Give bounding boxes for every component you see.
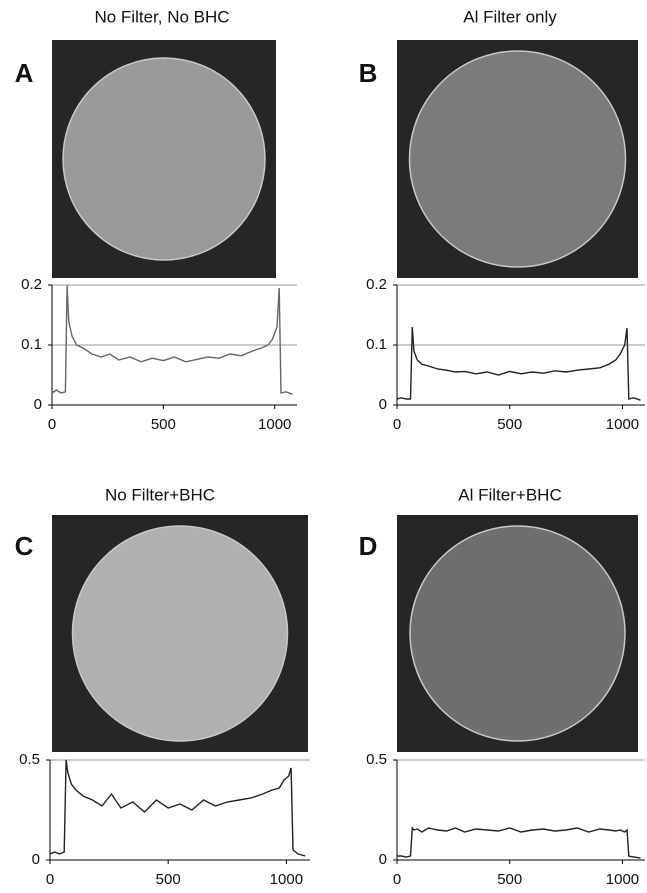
x-tick-label: 1000 [606,871,639,888]
x-tick-label: 500 [497,871,522,888]
x-tick-label: 0 [46,871,54,888]
panel-label: D [359,531,378,561]
y-tick-label: 0.2 [21,276,42,293]
x-tick-label: 0 [393,416,401,433]
x-tick-label: 0 [393,871,401,888]
ct-phantom [408,50,627,268]
ct-phantom [71,525,289,742]
profile-line [51,284,293,395]
profile-line [49,759,306,857]
panel-title: No Filter, No BHC [94,7,229,26]
profile-line [396,326,641,401]
y-tick-label: 0 [34,396,42,413]
x-tick-label: 500 [151,416,176,433]
x-tick-label: 500 [497,416,522,433]
panel-title: Al Filter only [463,7,557,26]
y-tick-label: 0 [379,396,387,413]
panel-title: No Filter+BHC [105,485,215,504]
x-tick-label: 1000 [270,871,303,888]
ct-phantom [409,525,626,742]
profile-line [397,826,641,859]
y-tick-label: 0 [32,851,40,868]
panel-title: Al Filter+BHC [458,485,561,504]
y-tick-label: 0 [379,851,387,868]
y-tick-label: 0.2 [366,276,387,293]
panel-label: C [15,531,34,561]
x-tick-label: 1000 [258,416,291,433]
x-tick-label: 500 [156,871,181,888]
panel-label: B [359,58,378,88]
y-tick-label: 0.5 [366,751,387,768]
ct-phantom [62,57,266,261]
panel-label: A [15,58,34,88]
y-tick-label: 0.1 [366,336,387,353]
x-tick-label: 1000 [606,416,639,433]
y-tick-label: 0.5 [19,751,40,768]
x-tick-label: 0 [48,416,56,433]
y-tick-label: 0.1 [21,336,42,353]
